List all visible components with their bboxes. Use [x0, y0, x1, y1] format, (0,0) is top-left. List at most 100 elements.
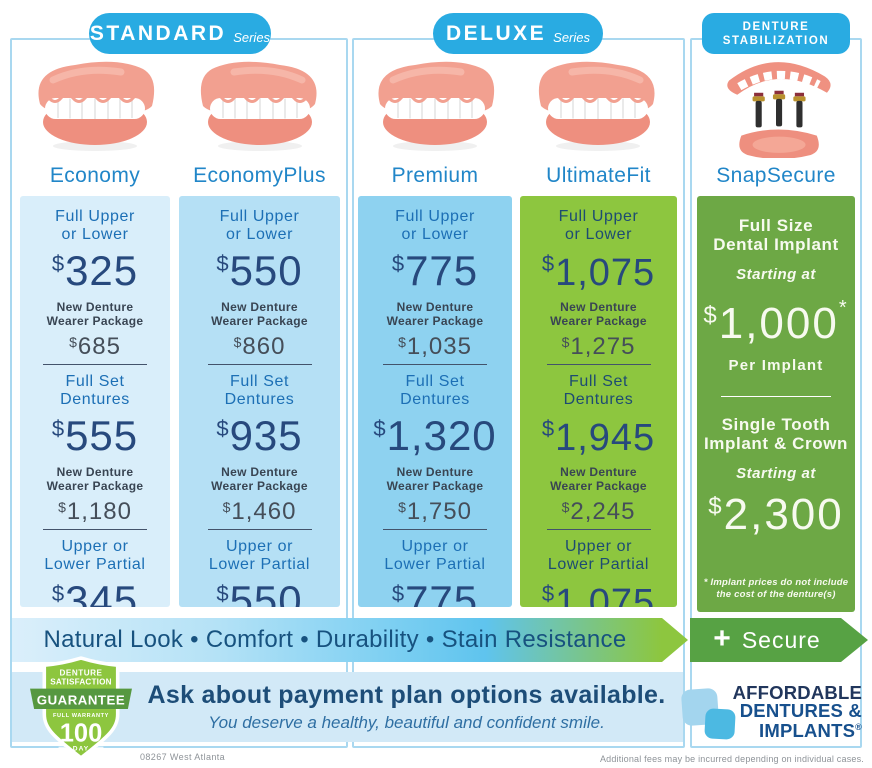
column-title-snapsecure: SnapSecure — [716, 164, 836, 187]
payment-panel: Ask about payment plan options available… — [12, 672, 683, 742]
payment-subtitle: You deserve a healthy, beautiful and con… — [208, 713, 605, 732]
section-heading: Full Upper or Lower — [395, 208, 475, 243]
price-section: Full Set Dentures $1,320 New Denture Weare… — [358, 373, 512, 525]
price-section: Full Upper or Lower $1,075 New Denture Wea… — [520, 208, 677, 360]
guarantee-number: 100 — [60, 720, 102, 748]
price-section: Full Size Dental Implant Starting at $1,0… — [697, 216, 855, 374]
premium-price-panel: Full Upper or Lower $775 New Denture Weare… — [358, 196, 512, 607]
starting-at-label: Starting at — [736, 266, 816, 283]
footer-location-code: 08267 West Atlanta — [140, 752, 226, 762]
price: $1,075 — [541, 251, 656, 294]
section-heading: Full Set Dentures — [563, 373, 634, 408]
price-section: Full Set Dentures $555 New Denture Wearer … — [20, 373, 170, 525]
section-heading: Full Upper or Lower — [219, 208, 300, 243]
price-section: Full Upper or Lower $550 New Denture Weare… — [179, 208, 340, 360]
section-heading: Full Upper or Lower — [55, 208, 135, 243]
section-heading: Upper or Lower Partial — [547, 538, 650, 573]
brand-logo: AFFORDABLE DENTURES & IMPLANTS® — [676, 678, 862, 746]
features-banner-text: Natural Look • Comfort • Durability • St… — [43, 626, 627, 653]
package-price: $1,275 — [561, 333, 636, 360]
section-heading: Full Set Dentures — [224, 373, 295, 408]
price: $1,320 — [373, 412, 497, 459]
price: $1,000* — [703, 297, 849, 348]
section-heading: Upper or Lower Partial — [208, 538, 311, 573]
column-title-premium: Premium — [391, 164, 479, 187]
column-title-ultimatefit: UltimateFit — [546, 164, 651, 187]
standard-series-label: STANDARD — [89, 21, 227, 45]
package-label: New Denture Wearer Package — [550, 300, 647, 328]
price-section: Full Upper or Lower $775 New Denture Weare… — [358, 208, 512, 359]
section-heading: Full Upper or Lower — [558, 208, 639, 243]
secure-banner-label: Secure — [741, 626, 821, 653]
package-price: $1,180 — [58, 498, 132, 525]
divider — [383, 364, 487, 365]
divider — [546, 529, 651, 530]
column-title-economy: Economy — [49, 164, 141, 187]
stabilization-label-line2: STABILIZATION — [722, 34, 830, 47]
registered-mark: ® — [855, 722, 862, 733]
price: $775 — [391, 577, 479, 608]
stabilization-label-line1: DENTURE — [742, 20, 810, 33]
section-heading: Upper or Lower Partial — [44, 538, 146, 573]
package-label: New Denture Wearer Package — [46, 300, 144, 328]
package-label: New Denture Wearer Package — [386, 300, 484, 328]
divider — [721, 396, 831, 397]
price: $935 — [216, 412, 303, 459]
standard-series-sublabel: Series — [233, 29, 271, 45]
package-price: $1,460 — [222, 498, 297, 525]
divider — [43, 529, 147, 530]
price: $555 — [51, 412, 139, 459]
logo-line1: AFFORDABLE — [732, 682, 862, 704]
deluxe-series-badge: DELUXE Series — [433, 13, 603, 54]
guarantee-shield-badge: DENTURE SATISFACTION GUARANTEE FULL WARR… — [30, 656, 132, 761]
price: $1,945 — [541, 416, 656, 459]
footer-disclaimer: Additional fees may be incurred dependin… — [599, 754, 864, 764]
ultimatefit-price-panel: Full Upper or Lower $1,075 New Denture Wea… — [520, 196, 677, 607]
guarantee-warranty: FULL WARRANTY — [53, 713, 109, 719]
package-label: New Denture Wearer Package — [386, 465, 484, 493]
price: $2,300 — [708, 490, 844, 539]
economyplus-denture-image — [188, 56, 332, 156]
divider — [43, 364, 147, 365]
secure-banner: + Secure — [690, 618, 868, 662]
price: $550 — [216, 577, 303, 608]
asterisk: * — [838, 297, 849, 319]
guarantee-day: DAY — [73, 745, 89, 752]
plus-icon: + — [713, 621, 732, 655]
divider — [546, 364, 651, 365]
guarantee-ribbon-text: GUARANTEE — [37, 692, 125, 707]
price: $775 — [391, 247, 479, 294]
logo-line2: DENTURES & — [739, 699, 862, 721]
features-banner: Natural Look • Comfort • Durability • St… — [12, 618, 688, 662]
price: $1,075 — [541, 581, 656, 607]
divider — [207, 364, 312, 365]
implant-footnote: * Implant prices do not include the cost … — [703, 577, 849, 600]
price: $550 — [216, 247, 303, 294]
guarantee-top1: DENTURE — [60, 668, 103, 677]
price-section: Full Set Dentures $1,945 New Denture Weare… — [520, 373, 677, 525]
price-section: Full Set Dentures $935 New Denture Wearer … — [179, 373, 340, 525]
package-price: $1,750 — [398, 498, 472, 525]
price: $345 — [51, 577, 139, 608]
section-heading: Full Size Dental Implant — [713, 216, 839, 254]
economy-price-panel: Full Upper or Lower $325 New Denture Weare… — [20, 196, 170, 607]
package-price: $2,245 — [561, 498, 636, 525]
package-price: $860 — [233, 333, 286, 360]
price-section: Single Tooth Implant & Crown Starting at … — [697, 415, 855, 546]
deluxe-series-label: DELUXE — [445, 21, 547, 45]
section-heading: Upper or Lower Partial — [384, 538, 486, 573]
payment-title: Ask about payment plan options available… — [147, 681, 666, 709]
section-heading: Single Tooth Implant & Crown — [703, 415, 849, 453]
divider — [383, 529, 487, 530]
snapsecure-price-panel: Full Size Dental Implant Starting at $1,0… — [697, 196, 855, 612]
ribbon-icon — [30, 688, 132, 710]
section-heading: Full Set Dentures — [60, 373, 130, 408]
guarantee-top2: SATISFACTION — [50, 678, 112, 687]
package-label: New Denture Wearer Package — [46, 465, 144, 493]
price: $325 — [51, 247, 139, 294]
